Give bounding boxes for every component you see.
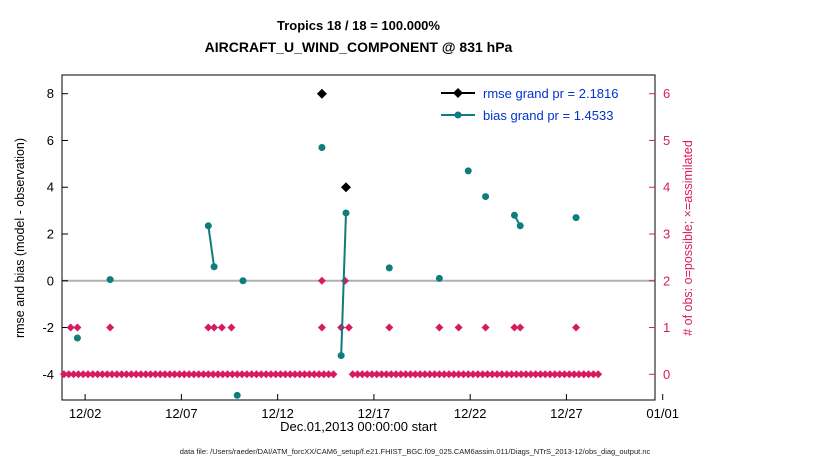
bias-marker-icon <box>441 111 475 119</box>
svg-text:8: 8 <box>47 86 54 101</box>
left-axis-label: rmse and bias (model - observation) <box>13 137 27 339</box>
svg-text:12/17: 12/17 <box>358 406 391 421</box>
right-axis-ticks: 0 1 2 3 4 5 6 <box>649 86 670 382</box>
svg-text:2: 2 <box>47 226 54 241</box>
svg-text:12/02: 12/02 <box>69 406 102 421</box>
legend-bias: bias grand pr = 1.4533 <box>440 106 619 124</box>
legend-bias-label: bias grand pr = 1.4533 <box>483 107 614 123</box>
chart-title: Tropics 18 / 18 = 100.000% <box>277 18 440 33</box>
svg-text:3: 3 <box>663 226 670 241</box>
x-axis-ticks: 12/02 12/07 12/12 12/17 12/22 12/27 01/01 <box>69 394 679 421</box>
svg-text:4: 4 <box>663 180 670 195</box>
x-axis-label: Dec.01,2013 00:00:00 start <box>280 419 437 434</box>
svg-text:12/12: 12/12 <box>261 406 294 421</box>
left-axis-ticks: -4 -2 0 2 4 6 8 <box>42 86 68 382</box>
svg-text:12/22: 12/22 <box>454 406 487 421</box>
svg-text:-4: -4 <box>42 367 54 382</box>
svg-text:0: 0 <box>663 367 670 382</box>
rmse-series <box>316 88 351 193</box>
obs-count0-markers <box>59 370 603 379</box>
data-file-path: data file: /Users/raeder/DAI/ATM_forcXX/… <box>179 447 651 456</box>
svg-text:4: 4 <box>47 180 54 195</box>
svg-text:12/07: 12/07 <box>165 406 198 421</box>
svg-text:6: 6 <box>47 133 54 148</box>
bias-series <box>73 143 580 399</box>
plot-frame <box>61 74 656 401</box>
svg-text:2: 2 <box>663 273 670 288</box>
svg-text:01/01: 01/01 <box>646 406 679 421</box>
rmse-marker-icon <box>441 88 475 98</box>
svg-text:1: 1 <box>663 320 670 335</box>
svg-text:-2: -2 <box>42 320 54 335</box>
svg-text:5: 5 <box>663 133 670 148</box>
svg-text:6: 6 <box>663 86 670 101</box>
legend-rmse: rmse grand pr = 2.1816 <box>440 84 619 102</box>
obs-count1-markers <box>66 323 581 332</box>
chart-subtitle: AIRCRAFT_U_WIND_COMPONENT @ 831 hPa <box>204 39 513 55</box>
svg-text:0: 0 <box>47 273 54 288</box>
right-axis-label: # of obs: o=possible; ×=assimilated <box>681 140 695 336</box>
legend: rmse grand pr = 2.1816 bias grand pr = 1… <box>440 84 619 124</box>
legend-rmse-label: rmse grand pr = 2.1816 <box>483 85 619 101</box>
svg-text:12/27: 12/27 <box>550 406 583 421</box>
